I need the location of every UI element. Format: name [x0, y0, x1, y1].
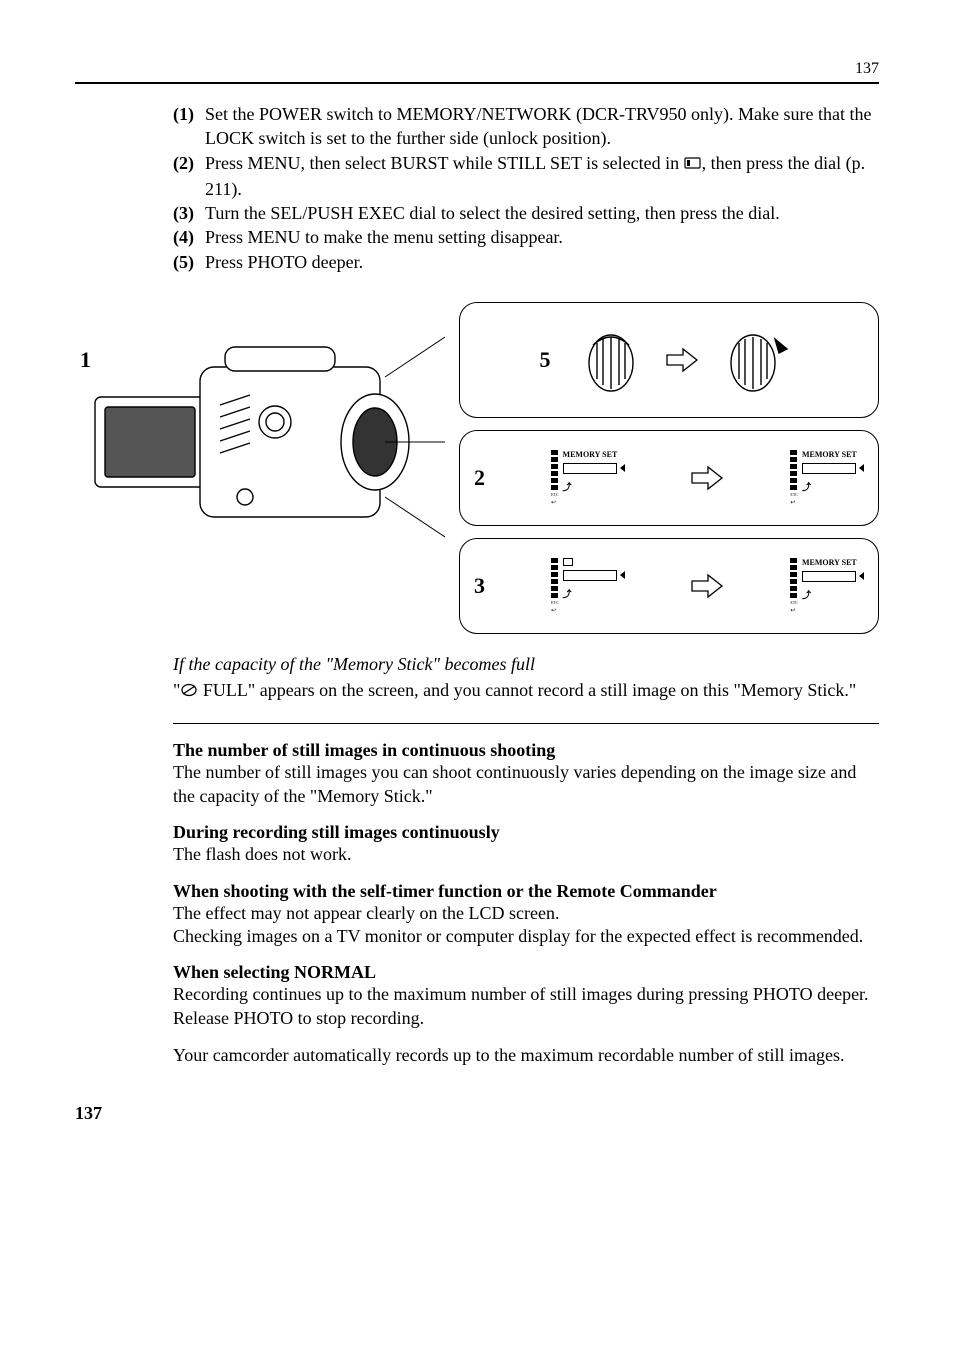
sec1-text: The flash does not work. [75, 843, 879, 866]
step-num-1: (1) [173, 102, 205, 151]
scr2l-title: MEMORY SET [563, 450, 625, 459]
step-text-2: Press MENU, then select BURST while STIL… [205, 151, 879, 201]
memory-card-icon [684, 152, 702, 176]
sec0-text: The number of still images you can shoot… [75, 761, 879, 808]
sec2-text: The effect may not appear clearly on the… [75, 902, 879, 949]
step-num-3: (3) [173, 201, 205, 225]
dial-icon-after [723, 325, 793, 395]
scr3r-title: MEMORY SET [802, 558, 864, 567]
camera-illustration: 1 [75, 302, 445, 582]
page-number-bottom: 137 [75, 1103, 879, 1124]
sec3-head: When selecting NORMAL [75, 962, 879, 983]
step-num-2: (2) [173, 151, 205, 201]
figure-area: 1 5 2 ETC↩ MEMORY SET ⤴ [75, 302, 879, 634]
step2-before: Press MENU, then select BURST while STIL… [205, 153, 684, 173]
scr2l-ret: ⤴ [563, 480, 625, 493]
sec3-text: Recording continues up to the maximum nu… [75, 983, 879, 1030]
notes-body-after: FULL" appears on the screen, and you can… [198, 680, 856, 700]
step-num-4: (4) [173, 225, 205, 249]
callout-menu-2: 2 ETC↩ MEMORY SET ⤴ ETC↩ MEMORY SET ⤴ [459, 430, 879, 526]
sec2-head: When shooting with the self-timer functi… [75, 881, 879, 902]
callout-dial: 5 [459, 302, 879, 418]
mid-rule [173, 723, 879, 724]
screen-3-left: ETC↩ ⤴ [551, 558, 625, 614]
no-disc-icon [180, 680, 198, 703]
dial-icon-before [581, 325, 641, 395]
step-text-5: Press PHOTO deeper. [205, 250, 879, 274]
callout-num-2: 2 [474, 465, 485, 491]
top-rule [75, 82, 879, 84]
step-text-3: Turn the SEL/PUSH EXEC dial to select th… [205, 201, 879, 225]
scr3l-ret: ⤴ [563, 587, 625, 600]
scr3r-ret: ⤴ [802, 588, 864, 601]
sec4-text: Your camcorder automatically records up … [75, 1044, 879, 1067]
callout-num-3: 3 [474, 573, 485, 599]
screen-2-left: ETC↩ MEMORY SET ⤴ [551, 450, 625, 506]
arrow-icon [665, 347, 699, 373]
step-text-1: Set the POWER switch to MEMORY/NETWORK (… [205, 102, 879, 151]
notes-label: If the capacity of the "Memory Stick" be… [75, 654, 879, 675]
callout-menu-3: 3 ETC↩ ⤴ ETC↩ MEMORY SET ⤴ [459, 538, 879, 634]
scr2r-ret: ⤴ [802, 480, 864, 493]
step-num-5: (5) [173, 250, 205, 274]
camcorder-svg: 1 [75, 317, 445, 567]
arrow-icon-3 [690, 573, 724, 599]
step-text-4: Press MENU to make the menu setting disa… [205, 225, 879, 249]
sec0-head: The number of still images in continuous… [75, 740, 879, 761]
sec1-head: During recording still images continuous… [75, 822, 879, 843]
scr2r-title: MEMORY SET [802, 450, 864, 459]
steps-block: (1) Set the POWER switch to MEMORY/NETWO… [75, 102, 879, 274]
notes-body-before: " [173, 680, 180, 700]
svg-text:1: 1 [80, 347, 91, 372]
arrow-icon-2 [690, 465, 724, 491]
page-number-top: 137 [75, 60, 879, 78]
screen-2-right: ETC↩ MEMORY SET ⤴ [790, 450, 864, 506]
callout-num-5: 5 [540, 347, 551, 373]
screen-3-right: ETC↩ MEMORY SET ⤴ [790, 558, 864, 614]
scr3l-title [563, 558, 625, 566]
notes-body: " FULL" appears on the screen, and you c… [75, 679, 879, 704]
